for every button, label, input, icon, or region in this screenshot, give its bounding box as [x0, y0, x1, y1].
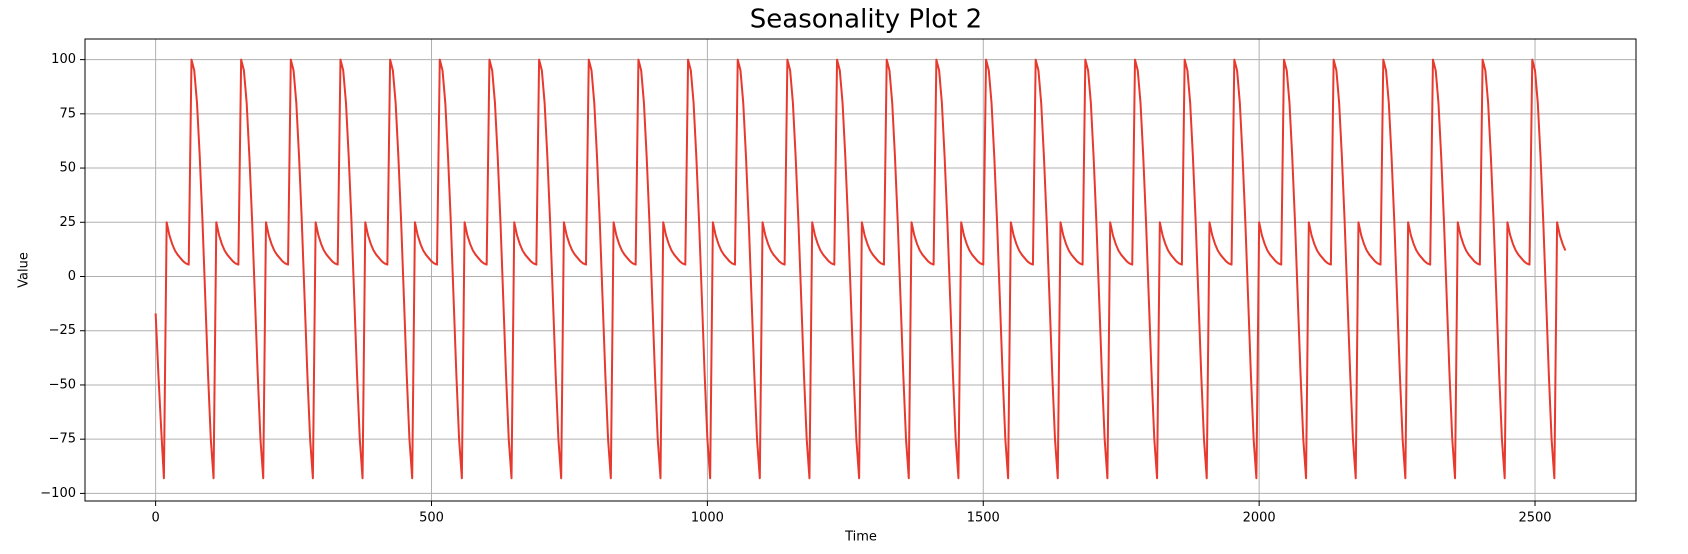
- plot-frame: [84, 38, 1637, 502]
- x-tick-label: 2000: [1243, 511, 1276, 526]
- x-axis-label: Time: [844, 530, 877, 545]
- y-axis-label: Value: [17, 252, 32, 288]
- y-tick-label: −100: [40, 486, 76, 501]
- x-tick-label: 0: [151, 511, 159, 526]
- x-tick-label: 2500: [1518, 511, 1551, 526]
- y-tick-label: −25: [49, 323, 76, 338]
- x-tick-label: 1500: [967, 511, 1000, 526]
- y-tick-label: 50: [59, 161, 76, 176]
- y-tick-label: −50: [49, 377, 76, 392]
- y-tick-label: 0: [68, 269, 76, 284]
- data-line: [154, 58, 1567, 480]
- x-tick-label: 500: [419, 511, 444, 526]
- y-tick-label: 25: [59, 215, 76, 230]
- x-tick-label: 1000: [691, 511, 724, 526]
- chart-title: Seasonality Plot 2: [750, 5, 982, 35]
- y-tick-label: −75: [49, 432, 76, 447]
- y-tick-label: 100: [51, 52, 76, 67]
- y-tick-label: 75: [59, 106, 76, 121]
